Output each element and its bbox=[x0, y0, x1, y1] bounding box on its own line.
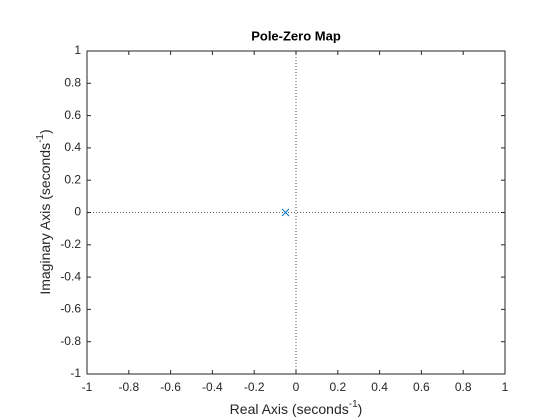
x-tick-label: -1 bbox=[82, 380, 93, 394]
pole-marker bbox=[281, 208, 290, 217]
y-tick-label: 0.4 bbox=[64, 140, 81, 154]
x-label-text: Real Axis (seconds bbox=[230, 401, 349, 417]
y-axis-label: Imaginary Axis (seconds-1) bbox=[35, 129, 53, 294]
x-tick-label: 0.2 bbox=[329, 380, 346, 394]
x-tick-label: -0.4 bbox=[202, 380, 223, 394]
y-tick-label: -0.2 bbox=[60, 237, 81, 251]
x-axis-label: Real Axis (seconds-1) bbox=[230, 399, 363, 417]
y-label-sup: -1 bbox=[35, 134, 46, 143]
x-tick-label: 0.8 bbox=[455, 380, 472, 394]
y-tick-label: -1 bbox=[70, 366, 81, 380]
y-tick-label: 0.2 bbox=[64, 172, 81, 186]
y-tick-label: -0.4 bbox=[60, 269, 81, 283]
x-label-end: ) bbox=[358, 401, 363, 417]
y-tick-label: -0.6 bbox=[60, 302, 81, 316]
x-tick-label: 0.4 bbox=[371, 380, 388, 394]
y-label-end: ) bbox=[37, 129, 53, 134]
x-tick-label: 0 bbox=[293, 380, 300, 394]
x-label-sup: -1 bbox=[349, 399, 358, 410]
y-label-text: Imaginary Axis (seconds bbox=[37, 143, 53, 295]
axes-box bbox=[86, 50, 506, 375]
chart-title: Pole-Zero Map bbox=[251, 28, 341, 43]
x-tick-label: -0.8 bbox=[118, 380, 139, 394]
y-tick-label: -0.8 bbox=[60, 334, 81, 348]
x-tick-label: 0.6 bbox=[413, 380, 430, 394]
x-tick-label: -0.2 bbox=[244, 380, 265, 394]
y-tick-label: 0.6 bbox=[64, 108, 81, 122]
y-tick-label: 0 bbox=[74, 205, 81, 219]
x-tick-label: -0.6 bbox=[160, 380, 181, 394]
x-tick-label: 1 bbox=[502, 380, 509, 394]
y-tick-label: 0.8 bbox=[64, 75, 81, 89]
y-tick-label: 1 bbox=[74, 43, 81, 57]
